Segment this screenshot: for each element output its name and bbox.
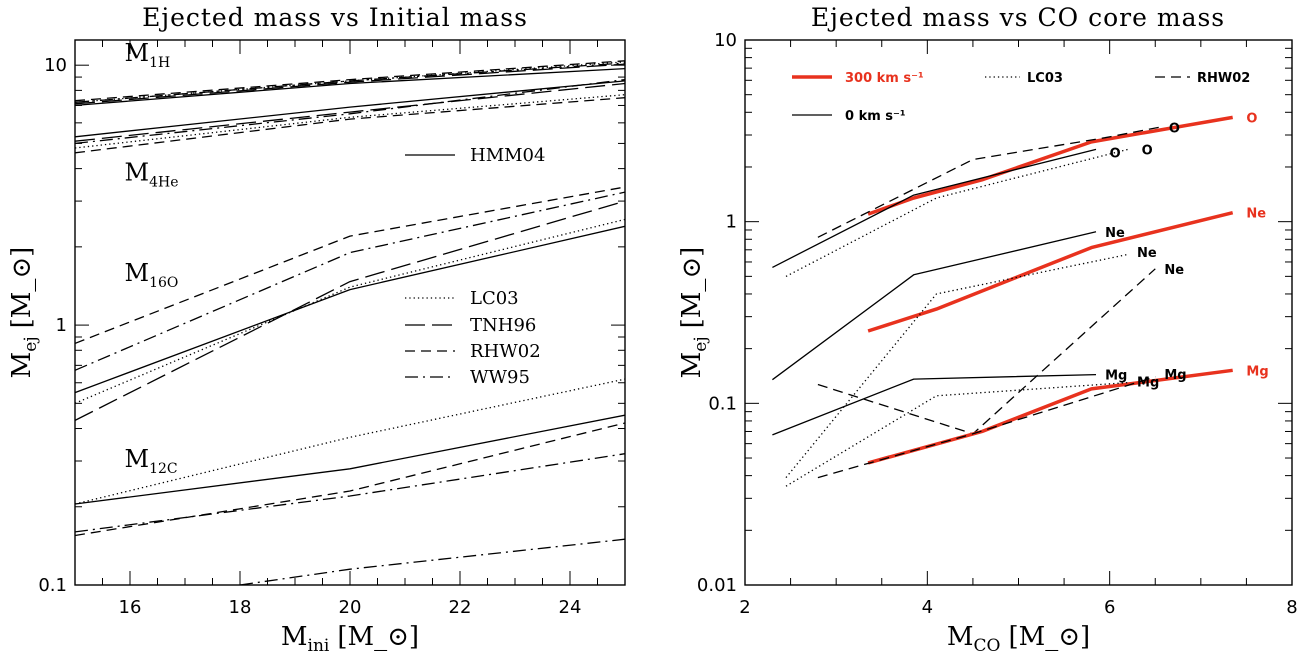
series-ne-lc03 — [785, 253, 1129, 479]
series-o-hmm04 — [75, 225, 625, 394]
right-x-axis-label: MCO [M_⊙] — [947, 622, 1090, 656]
legend-label-rhw02: RHW02 — [470, 341, 541, 362]
right-y-tick-label: 1 — [726, 212, 737, 233]
right-y-tick-label: 10 — [714, 30, 737, 51]
series-he-rhw02 — [75, 97, 625, 154]
series-he-ww95 — [75, 78, 625, 145]
series-h-hmm04 — [75, 67, 625, 107]
series-h-rhw02 — [75, 60, 625, 102]
series-label-o: O — [1169, 121, 1180, 136]
left-chart-title: Ejected mass vs Initial mass — [142, 3, 528, 32]
element-annotation-12c: M12C — [125, 445, 178, 477]
element-annotation-16o: M16O — [125, 259, 179, 291]
left-x-tick-label: 18 — [229, 597, 252, 618]
series-mg-rhw02 — [817, 376, 1156, 479]
left-y-tick-label: 0.1 — [38, 575, 67, 596]
series-he-lc03 — [75, 94, 625, 149]
left-y-tick-label: 1 — [56, 315, 67, 336]
series-label-ne: Ne — [1246, 207, 1266, 222]
series-label-o: O — [1142, 143, 1153, 158]
element-annotation-4he: M4He — [125, 159, 179, 191]
left-x-axis-label: Mini [M_⊙] — [281, 622, 419, 656]
legend-label-0-km-s: 0 km s⁻¹ — [845, 109, 906, 124]
legend-label-ww95: WW95 — [470, 367, 530, 388]
series-o-ww95 — [75, 191, 625, 371]
left-x-tick-label: 24 — [559, 597, 582, 618]
series-mg-0-km-s — [772, 373, 1097, 436]
right-plot-area: 2 4 6 8 0.01 0.1 1 10 MCO [M_⊙] Mej[M_⊙] O O O O Ne Ne Ne… — [677, 30, 1298, 656]
right-y-axis-label: Mej[M_⊙] — [677, 247, 711, 379]
left-x-tick-label: 20 — [339, 597, 362, 618]
series-ne-rhw02 — [817, 268, 1156, 435]
series-mg-lc03 — [785, 381, 1128, 487]
legend-label-hmm04: HMM04 — [470, 145, 545, 166]
left-series-group — [75, 60, 625, 585]
left-y-axis-label: Mej[M_⊙] — [7, 247, 41, 379]
series-c-rhw02 — [75, 422, 625, 537]
series-o-rhw02 — [75, 186, 625, 345]
left-y-tick-label: 10 — [44, 55, 67, 76]
right-chart-panel: Ejected mass vs CO core mass 2 4 6 8 0.01 0.1… — [677, 3, 1298, 656]
series-o-tnh96 — [75, 200, 625, 421]
right-y-tick-label: 0.1 — [708, 393, 737, 414]
series-ne-0-km-s — [772, 231, 1097, 381]
series-label-mg: Mg — [1105, 369, 1127, 384]
series-o-0-km-s — [772, 148, 1097, 268]
series-c-hmm04 — [75, 414, 625, 505]
series-he-hmm04 — [75, 80, 625, 138]
series-label-o: O — [1246, 111, 1257, 126]
right-x-tick-label: 2 — [739, 597, 750, 618]
series-c-ww95 — [239, 538, 625, 585]
series-o-lc03 — [75, 218, 625, 404]
series-label-o: O — [1110, 147, 1121, 162]
series-label-mg: Mg — [1246, 364, 1268, 379]
series-o-rhw02 — [817, 125, 1165, 238]
series-o-lc03 — [785, 148, 1129, 277]
left-plot-area: 16 18 20 22 24 0.1 1 10 Mini [M_⊙] Mej[M_⊙] M1H M4He… — [7, 39, 626, 656]
series-label-ne: Ne — [1164, 263, 1184, 278]
legend-label-rhw02: RHW02 — [1197, 71, 1250, 86]
legend-label-lc03: LC03 — [1027, 71, 1063, 86]
left-x-tick-label: 16 — [119, 597, 142, 618]
right-x-tick-label: 4 — [922, 597, 933, 618]
element-annotation-1h: M1H — [125, 39, 171, 71]
right-y-tick-label: 0.01 — [697, 575, 737, 596]
series-he-tnh96 — [75, 82, 625, 142]
right-x-tick-label: 8 — [1286, 597, 1297, 618]
legend-label-lc03: LC03 — [470, 288, 519, 309]
series-c-ww95 — [75, 453, 625, 533]
left-x-tick-label: 22 — [449, 597, 472, 618]
series-label-mg: Mg — [1164, 368, 1186, 383]
series-mg-300-km-s — [867, 368, 1233, 465]
right-x-tick-label: 6 — [1104, 597, 1115, 618]
left-plot-frame — [74, 39, 626, 586]
series-ne-300-km-s — [867, 211, 1234, 333]
legend-label-300-km-s: 300 km s⁻¹ — [845, 71, 924, 86]
series-label-mg: Mg — [1137, 375, 1159, 390]
right-series-group — [772, 115, 1234, 487]
series-c-lc03 — [75, 378, 625, 505]
right-chart-title: Ejected mass vs CO core mass — [811, 3, 1225, 32]
series-h-tnh96 — [75, 63, 625, 105]
series-h-ww95 — [75, 62, 625, 103]
legend-label-tnh96: TNH96 — [470, 315, 536, 336]
series-label-ne: Ne — [1137, 246, 1157, 261]
series-label-ne: Ne — [1105, 226, 1125, 241]
left-chart-panel: Ejected mass vs Initial mass 16 18 20 22 24 0… — [7, 3, 626, 656]
